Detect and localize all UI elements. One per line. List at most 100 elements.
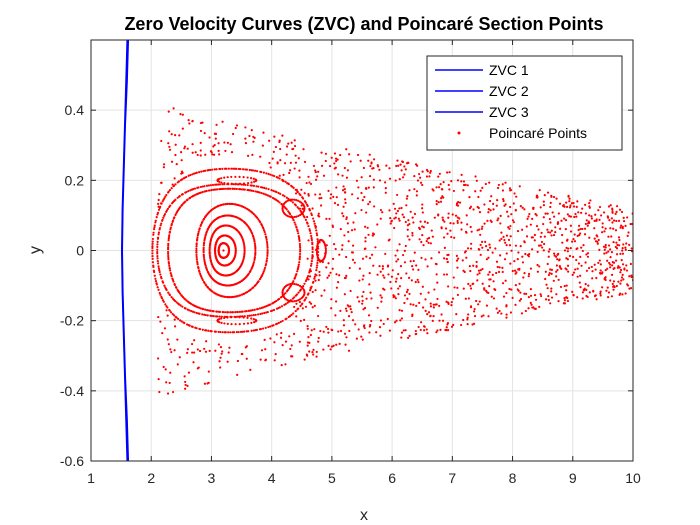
- poincare-point: [421, 207, 424, 210]
- poincare-point: [437, 214, 440, 217]
- poincare-point: [512, 221, 515, 224]
- poincare-point: [400, 277, 403, 280]
- poincare-point: [378, 168, 381, 171]
- poincare-point: [293, 144, 297, 148]
- poincare-point: [456, 286, 459, 289]
- poincare-point: [396, 209, 399, 213]
- poincare-point: [339, 154, 342, 157]
- poincare-point: [571, 290, 574, 293]
- poincare-point: [169, 371, 172, 374]
- poincare-point: [435, 273, 438, 276]
- poincare-point: [557, 278, 560, 281]
- poincare-point: [171, 183, 174, 186]
- poincare-point: [379, 334, 382, 337]
- poincare-point: [206, 169, 209, 172]
- poincare-point: [259, 155, 262, 158]
- poincare-point: [384, 187, 387, 190]
- poincare-point: [446, 323, 449, 326]
- poincare-point: [420, 256, 423, 260]
- poincare-point: [563, 284, 566, 288]
- poincare-point: [294, 161, 298, 164]
- poincare-point: [319, 260, 322, 263]
- poincare-point: [253, 256, 257, 259]
- poincare-point: [311, 246, 314, 249]
- poincare-point: [288, 287, 291, 290]
- poincare-point: [229, 331, 232, 334]
- poincare-point: [299, 209, 302, 212]
- poincare-point: [619, 252, 622, 255]
- poincare-point: [309, 268, 312, 271]
- poincare-point: [411, 231, 414, 235]
- poincare-point: [259, 170, 262, 173]
- poincare-point: [287, 142, 290, 145]
- poincare-point: [226, 311, 230, 314]
- poincare-point: [256, 307, 259, 311]
- poincare-point: [363, 306, 367, 310]
- poincare-point: [524, 252, 527, 256]
- poincare-point: [498, 309, 501, 313]
- poincare-point: [157, 262, 160, 265]
- poincare-point: [569, 224, 572, 227]
- poincare-point: [200, 170, 203, 173]
- poincare-point: [378, 179, 382, 182]
- poincare-point: [340, 248, 344, 251]
- poincare-point: [179, 113, 182, 116]
- poincare-point: [167, 239, 170, 242]
- poincare-point: [339, 228, 342, 231]
- poincare-point: [167, 254, 170, 258]
- poincare-point: [312, 220, 316, 223]
- poincare-point: [564, 219, 568, 222]
- poincare-point: [303, 282, 306, 285]
- poincare-point: [426, 332, 429, 335]
- poincare-point: [163, 163, 166, 166]
- poincare-point: [606, 286, 609, 289]
- poincare-point: [295, 199, 298, 202]
- poincare-point: [612, 280, 616, 283]
- poincare-point: [585, 253, 588, 256]
- poincare-point: [481, 225, 484, 228]
- poincare-point: [199, 149, 202, 152]
- poincare-point: [383, 288, 386, 291]
- poincare-point: [295, 302, 298, 305]
- poincare-point: [566, 250, 569, 253]
- poincare-point: [273, 341, 276, 344]
- poincare-point: [600, 214, 603, 217]
- poincare-point: [169, 348, 172, 351]
- poincare-point: [264, 235, 268, 238]
- x-tick-label: 2: [147, 470, 155, 486]
- poincare-point: [509, 235, 512, 238]
- poincare-point: [485, 258, 488, 261]
- poincare-point: [298, 192, 301, 195]
- poincare-point: [421, 183, 424, 187]
- poincare-point: [387, 273, 390, 276]
- poincare-point: [540, 294, 543, 298]
- poincare-point: [382, 274, 385, 277]
- poincare-point: [405, 197, 408, 200]
- poincare-point: [543, 194, 546, 197]
- poincare-point: [550, 229, 553, 232]
- poincare-point: [415, 190, 419, 193]
- poincare-point: [318, 241, 321, 244]
- poincare-point: [224, 187, 228, 190]
- poincare-point: [204, 234, 207, 237]
- poincare-point: [327, 262, 330, 265]
- poincare-point: [365, 297, 368, 300]
- poincare-point: [572, 238, 575, 241]
- poincare-point: [421, 170, 424, 173]
- poincare-point: [365, 211, 368, 214]
- poincare-point: [315, 251, 319, 254]
- poincare-point: [427, 291, 430, 294]
- poincare-point: [584, 222, 587, 226]
- poincare-point: [344, 343, 347, 346]
- poincare-point: [170, 311, 173, 314]
- poincare-point: [568, 200, 571, 203]
- poincare-point: [236, 310, 239, 314]
- poincare-point: [621, 263, 625, 266]
- poincare-point: [204, 153, 207, 156]
- poincare-point: [333, 202, 337, 205]
- poincare-point: [460, 228, 463, 231]
- poincare-point: [157, 267, 161, 270]
- poincare-point: [624, 292, 627, 295]
- poincare-point: [290, 141, 293, 144]
- poincare-point: [157, 208, 161, 211]
